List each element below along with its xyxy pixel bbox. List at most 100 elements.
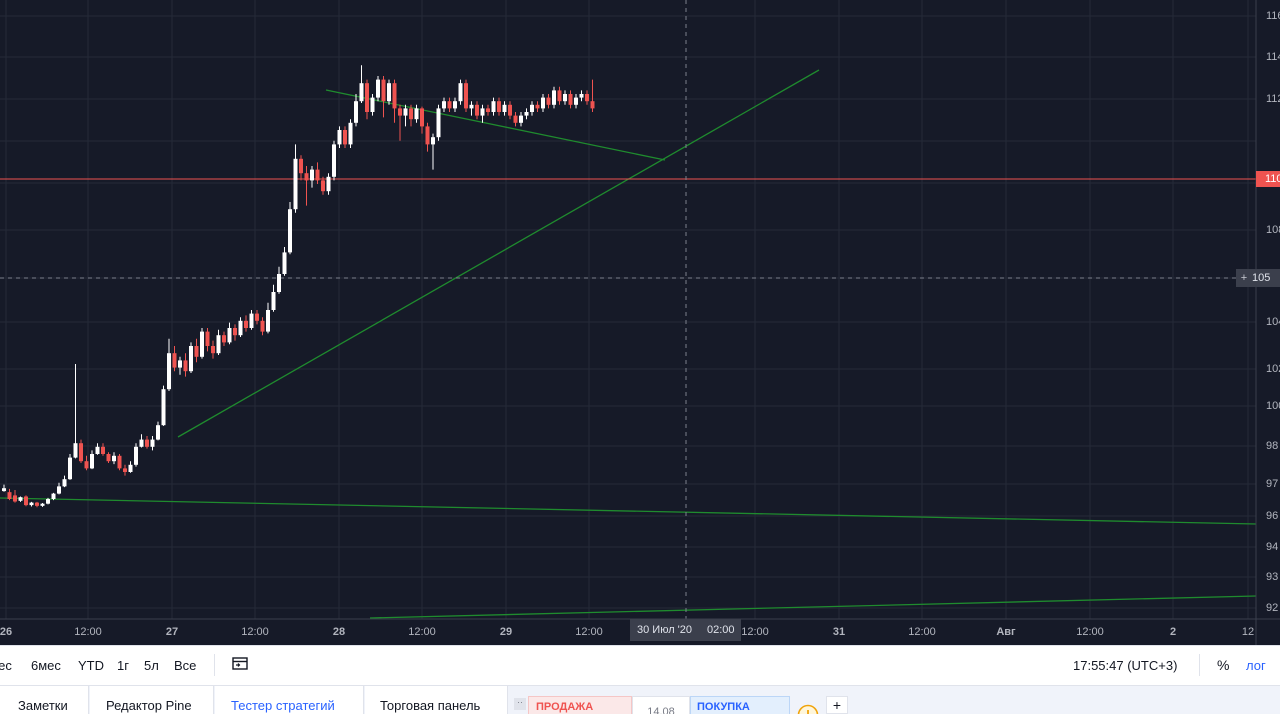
price-axis-label: 92 <box>1266 602 1278 614</box>
candle-down <box>255 314 259 321</box>
range-button-all[interactable]: Все <box>174 658 196 673</box>
candle-up <box>63 479 67 486</box>
candle-down <box>184 360 188 371</box>
candle-up <box>178 360 182 367</box>
log-scale-toggle[interactable]: лог <box>1246 658 1266 673</box>
percent-scale-toggle[interactable]: % <box>1217 657 1229 673</box>
chart-area[interactable]: 116114112108104102100989796949392 2612:0… <box>0 0 1280 645</box>
candle-up <box>415 108 419 119</box>
candle-up <box>563 94 567 101</box>
candle-up <box>338 130 342 144</box>
candle-up <box>371 98 375 112</box>
range-button-1y[interactable]: 1г <box>117 658 129 673</box>
candle-up <box>151 440 155 447</box>
collapse-icon[interactable]: ·· <box>514 698 526 710</box>
candle-down <box>195 346 199 357</box>
time-axis-label: 12:00 <box>74 626 102 638</box>
candle-down <box>321 180 325 191</box>
candle-down <box>222 335 226 342</box>
date-range-toolbar: 3мес 6мес YTD 1г 5л Все 17:55:47 (UTC+3)… <box>0 645 1280 686</box>
candle-up <box>96 447 100 454</box>
time-axis-label: 26 <box>0 626 12 638</box>
candle-down <box>145 440 149 447</box>
quantity-field[interactable]: 14.08 <box>632 696 690 714</box>
add-button[interactable]: + <box>826 696 848 714</box>
candle-up <box>327 177 331 191</box>
price-axis-label: 96 <box>1266 510 1278 522</box>
candle-up <box>30 503 34 506</box>
candle-up <box>470 105 474 109</box>
candle-up <box>52 494 56 499</box>
candle-down <box>514 116 518 123</box>
price-axis-label: 104 <box>1266 316 1280 328</box>
trendline-upper-resistance[interactable] <box>326 90 665 160</box>
tab-trading-panel[interactable]: Торговая панель <box>365 686 508 714</box>
time-axis-label: 12 <box>1242 626 1254 638</box>
candle-down <box>101 447 105 454</box>
price-axis-label: 97 <box>1266 478 1278 490</box>
candle-up <box>354 101 358 123</box>
range-button-3m[interactable]: 3мес <box>0 658 12 673</box>
trendline-horizontal-2[interactable] <box>370 596 1256 618</box>
date-range-icon[interactable] <box>231 655 249 673</box>
candle-down <box>173 353 177 367</box>
time-axis-label: 31 <box>833 626 845 638</box>
candle-up <box>283 252 287 274</box>
candle-down <box>398 108 402 115</box>
candle-down <box>464 83 468 108</box>
crosshair-price-tag[interactable]: +105 <box>1236 269 1280 287</box>
chart-lines <box>0 0 1256 619</box>
time-axis-label: 28 <box>333 626 345 638</box>
candle-up <box>74 443 78 457</box>
candle-up <box>134 447 138 465</box>
candle-up <box>552 90 556 104</box>
candle-up <box>332 144 336 176</box>
price-chart[interactable] <box>0 0 1280 645</box>
candle-down <box>393 83 397 108</box>
candle-up <box>200 332 204 357</box>
time-axis-label: 12:00 <box>241 626 269 638</box>
candle-down <box>107 454 111 461</box>
candle-up <box>503 105 507 112</box>
tab-notes[interactable]: Заметки <box>0 686 89 714</box>
candle-down <box>85 461 89 468</box>
candle-down <box>558 90 562 101</box>
candle-down <box>13 495 17 501</box>
candle-up <box>156 425 160 439</box>
candle-down <box>486 108 490 112</box>
tab-strategy-tester[interactable]: Тестер стратегий <box>215 686 364 714</box>
candle-up <box>277 274 281 292</box>
candle-up <box>46 499 50 504</box>
candle-up <box>541 98 545 109</box>
candle-down <box>79 443 83 461</box>
plus-icon[interactable]: + <box>1236 269 1252 287</box>
time-axis-label: 29 <box>500 626 512 638</box>
range-button-6m[interactable]: 6мес <box>31 658 61 673</box>
candle-down <box>24 496 28 505</box>
range-button-5y[interactable]: 5л <box>144 658 159 673</box>
candle-up <box>140 440 144 447</box>
range-button-ytd[interactable]: YTD <box>78 658 104 673</box>
candle-down <box>316 170 320 181</box>
candle-up <box>349 123 353 145</box>
candle-down <box>569 94 573 105</box>
time-axis-label: 12:00 <box>408 626 436 638</box>
candle-down <box>547 98 551 105</box>
candle-up <box>310 170 314 181</box>
clock-timezone[interactable]: 17:55:47 (UTC+3) <box>1073 658 1177 673</box>
trendline-horizontal-1[interactable] <box>0 498 1256 524</box>
sell-button[interactable]: ПРОДАЖА <box>528 696 632 714</box>
candle-down <box>426 126 430 144</box>
time-axis-label: 12:00 <box>575 626 603 638</box>
candle-down <box>118 456 122 469</box>
tab-pine-editor[interactable]: Редактор Pine <box>90 686 214 714</box>
buy-button[interactable]: ПОКУПКА <box>690 696 790 714</box>
candle-up <box>19 497 23 501</box>
candle-up <box>250 314 254 328</box>
price-axis-label: 102 <box>1266 363 1280 375</box>
candle-up <box>404 108 408 115</box>
candle-up <box>112 456 116 461</box>
candle-up <box>376 80 380 98</box>
time-axis-label: 12:00 <box>1076 626 1104 638</box>
candle-down <box>206 332 210 346</box>
